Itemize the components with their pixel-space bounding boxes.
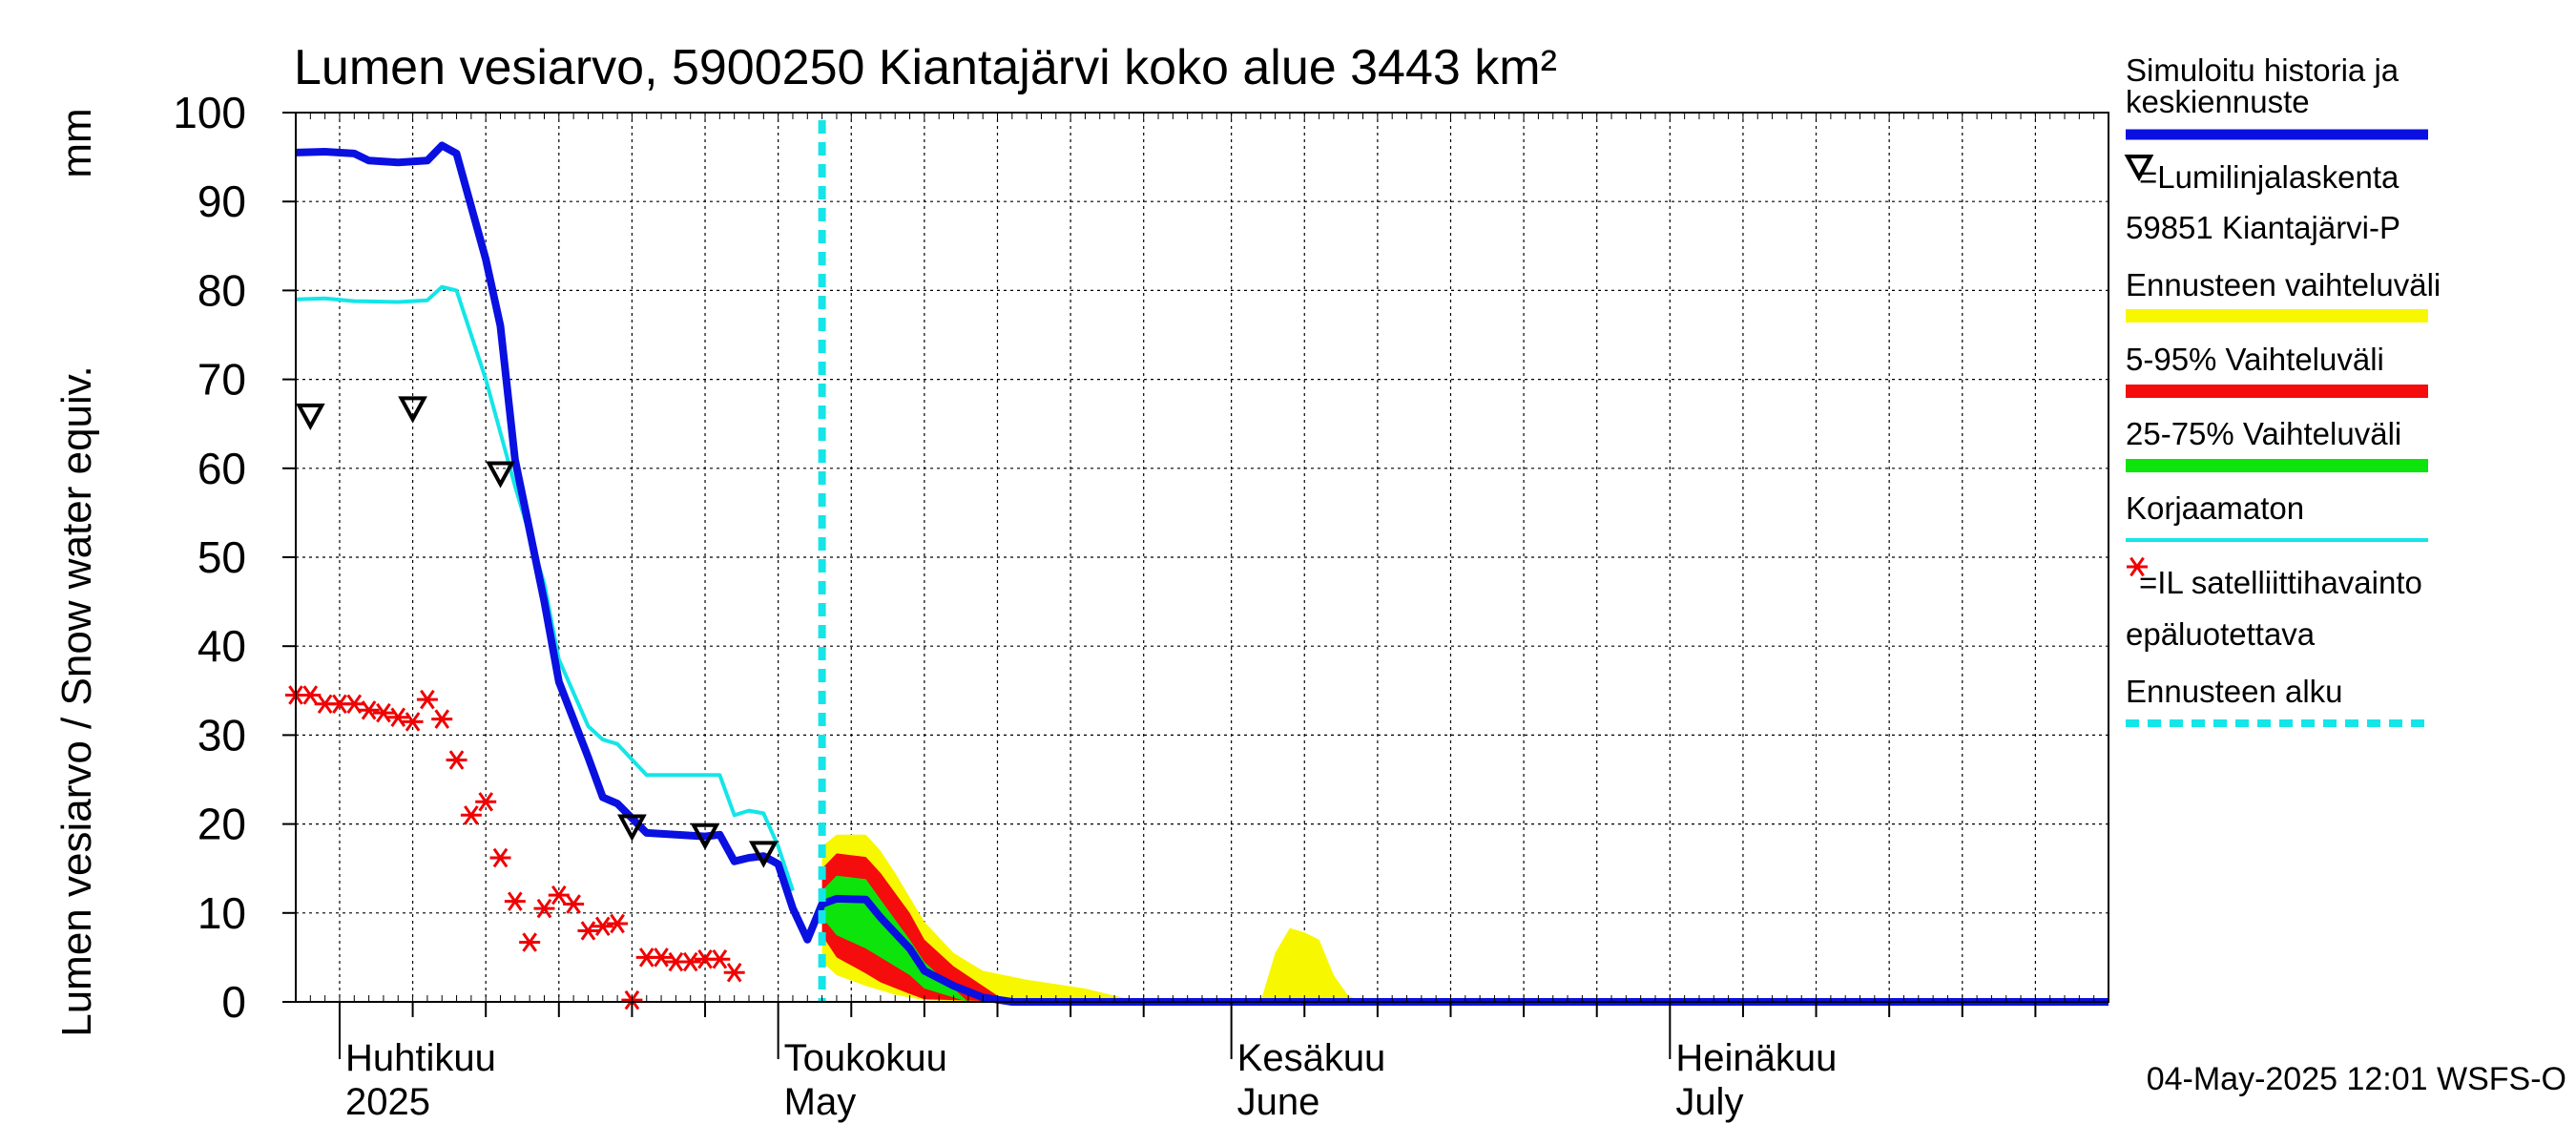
- satellite-marker: [446, 750, 467, 770]
- y-tick-label: 40: [197, 621, 246, 671]
- y-tick-label: 20: [197, 800, 246, 849]
- y-tick-label: 90: [197, 177, 246, 226]
- snow-survey-marker: [295, 403, 325, 431]
- footer-timestamp: 04-May-2025 12:01 WSFS-O: [2147, 1061, 2566, 1097]
- y-tick-label: 70: [197, 355, 246, 405]
- legend-label-satellite: =IL satelliittihavainto: [2139, 565, 2422, 600]
- legend-asterisk-icon: [2127, 556, 2148, 577]
- y-tick-label: 80: [197, 265, 246, 315]
- series-line-uncorrected: [295, 284, 795, 892]
- plot-frame: [295, 112, 2109, 1003]
- satellite-marker: [489, 847, 511, 868]
- snow-survey-marker: [398, 396, 427, 424]
- band-ennusteen-vaihteluv-li: [1260, 927, 1363, 1002]
- snow-survey-marker: [690, 822, 720, 850]
- satellite-marker: [592, 916, 613, 936]
- satellite-marker: [548, 885, 570, 906]
- legend-label-unreliable: epäluotettava: [2126, 616, 2316, 652]
- satellite-marker: [416, 689, 438, 710]
- satellite-marker: [651, 947, 673, 968]
- y-axis-label: Lumen vesiarvo / Snow water equiv.: [53, 365, 100, 1037]
- chart-title: Lumen vesiarvo, 5900250 Kiantajärvi koko…: [294, 40, 1557, 95]
- satellite-marker: [300, 685, 322, 705]
- series-lines: [295, 120, 2109, 1006]
- month-label: Heinäkuu: [1675, 1037, 1837, 1079]
- satellite-marker: [504, 891, 526, 911]
- legend-label-station: 59851 Kiantajärvi-P: [2126, 210, 2400, 245]
- snow-survey-marker: [617, 814, 647, 842]
- grid: [296, 112, 2109, 1003]
- month-sublabel: June: [1237, 1081, 1320, 1123]
- y-tick-label: 100: [173, 88, 246, 137]
- legend-triangle-icon: [2124, 155, 2154, 182]
- satellite-marker: [723, 963, 745, 983]
- satellite-marker: [679, 951, 701, 972]
- y-tick-label: 0: [221, 977, 246, 1027]
- satellite-marker: [577, 921, 599, 941]
- y-axis-unit: mm: [53, 108, 100, 177]
- legend-label-forecast-range: Ennusteen vaihteluväli: [2126, 267, 2441, 302]
- month-sublabel: May: [784, 1081, 857, 1123]
- satellite-marker: [372, 702, 394, 723]
- month-label: Kesäkuu: [1237, 1037, 1386, 1079]
- y-tick-label: 10: [197, 888, 246, 938]
- month-label: Huhtikuu: [345, 1037, 496, 1079]
- satellite-marker: [460, 805, 482, 825]
- satellite-marker: [563, 894, 585, 914]
- legend-label-snow-survey: =Lumilinjalaskenta: [2139, 159, 2399, 195]
- legend-label-uncorrected: Korjaamaton: [2126, 490, 2304, 526]
- snow-survey-marker: [748, 841, 779, 868]
- satellite-marker: [519, 932, 541, 952]
- y-tick-label: 30: [197, 710, 246, 760]
- legend-label-simulated: Simuloitu historia ja: [2126, 52, 2399, 88]
- month-sublabel: July: [1675, 1081, 1743, 1123]
- month-sublabel: 2025: [345, 1081, 430, 1123]
- satellite-marker: [387, 707, 409, 727]
- satellite-marker: [607, 913, 629, 934]
- y-tick-label: 50: [197, 532, 246, 582]
- satellite-marker: [475, 792, 497, 812]
- satellite-marker: [358, 700, 380, 720]
- series-line-simulated: [295, 141, 2109, 1006]
- satellite-marker: [402, 712, 424, 732]
- forecast-bands: [821, 834, 1363, 1002]
- satellite-marker: [533, 898, 555, 919]
- satellite-marker: [431, 709, 453, 729]
- legend-label-simulated-2: keskiennuste: [2126, 84, 2310, 119]
- month-label: Toukokuu: [784, 1037, 947, 1079]
- snow-survey-marker: [486, 461, 515, 489]
- y-tick-label: 60: [197, 444, 246, 493]
- observation-markers: [285, 396, 779, 1010]
- satellite-marker: [709, 949, 731, 969]
- legend-label-5-95: 5-95% Vaihteluväli: [2126, 342, 2384, 377]
- legend-label-25-75: 25-75% Vaihteluväli: [2126, 416, 2401, 451]
- legend-label-forecast-start: Ennusteen alku: [2126, 674, 2343, 709]
